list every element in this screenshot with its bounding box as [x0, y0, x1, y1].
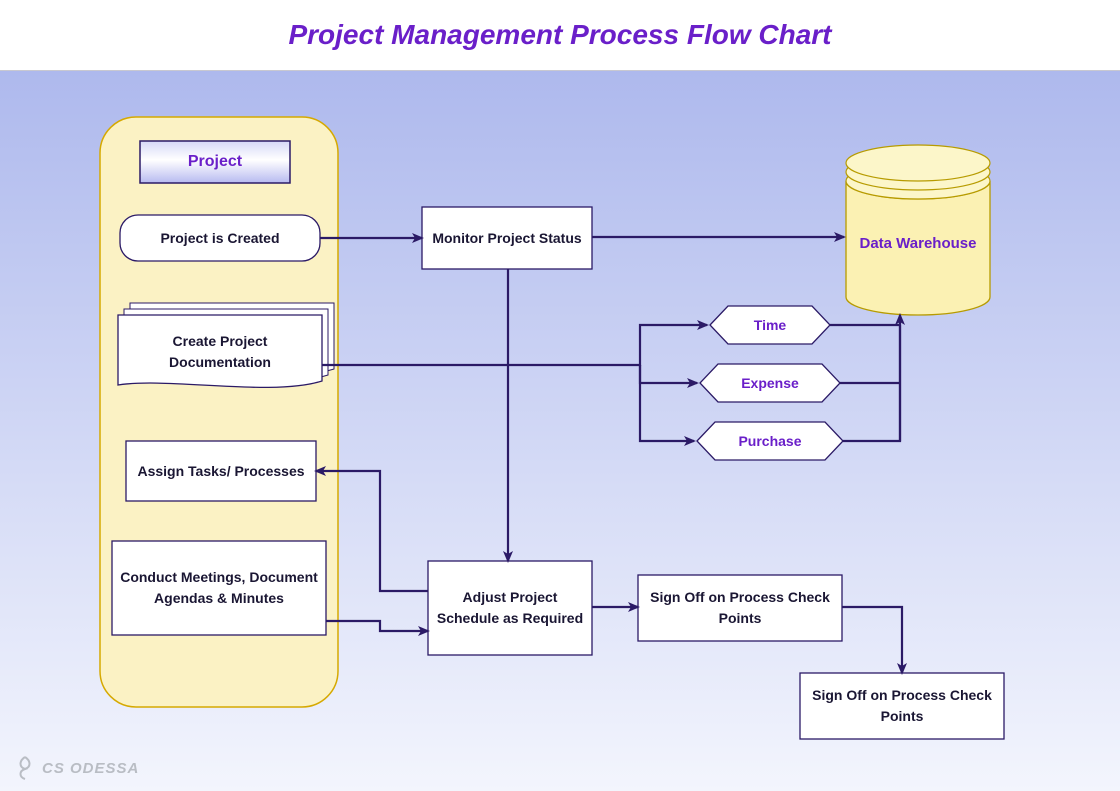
edge-e4	[322, 325, 707, 365]
node-adjust-label: Adjust Project Schedule as Required	[428, 561, 592, 655]
node-assign-tasks-label: Assign Tasks/ Processes	[126, 441, 316, 501]
node-create-docs-label: Create Project Documentation	[118, 315, 322, 389]
edge-e4c	[640, 365, 694, 441]
watermark-text: CS ODESSA	[42, 760, 139, 777]
database-label: Data Warehouse	[846, 201, 990, 287]
node-signoff2-label: Sign Off on Process Check Points	[800, 673, 1004, 739]
page-title: Project Management Process Flow Chart	[288, 19, 831, 51]
hex-purchase-label: Purchase	[697, 422, 843, 460]
hex-expense-label: Expense	[700, 364, 840, 402]
watermark: CS ODESSA	[14, 755, 139, 781]
edge-e5c	[843, 315, 900, 441]
edge-e4b	[640, 365, 697, 383]
flowchart-canvas: Project Project is Created Create Project …	[0, 70, 1120, 791]
edge-e9	[842, 607, 902, 673]
edge-e7	[326, 621, 428, 631]
hex-time-label: Time	[710, 306, 830, 344]
node-project-header-label: Project	[140, 141, 290, 183]
node-signoff1-label: Sign Off on Process Check Points	[638, 575, 842, 641]
node-project-created-label: Project is Created	[120, 215, 320, 261]
node-monitor-label: Monitor Project Status	[422, 207, 592, 269]
node-conduct-meetings-label: Conduct Meetings, Document Agendas & Min…	[112, 541, 326, 635]
watermark-icon	[14, 755, 36, 781]
title-bar: Project Management Process Flow Chart	[0, 0, 1120, 70]
